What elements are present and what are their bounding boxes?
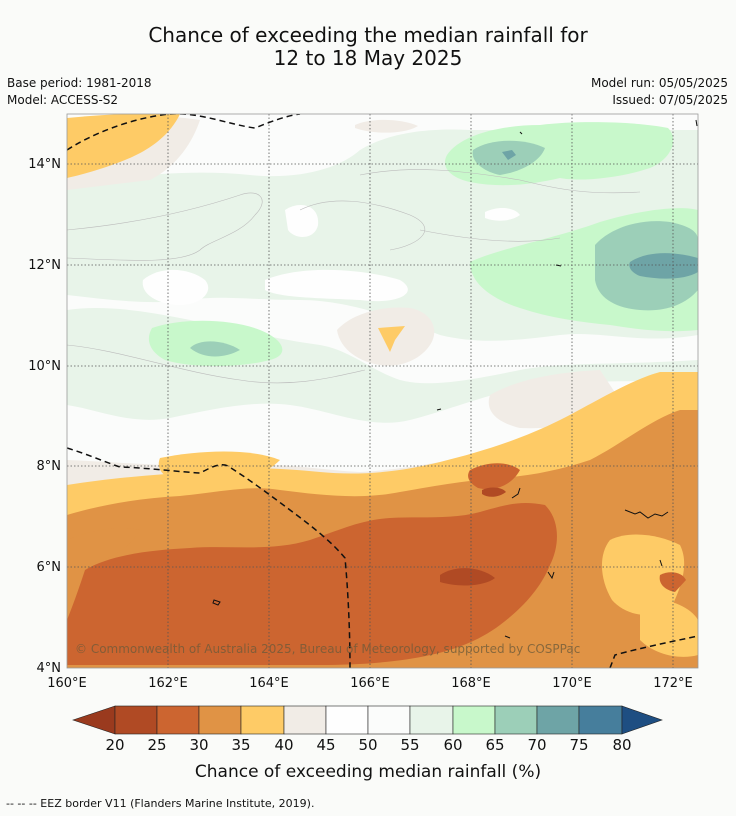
colorbar-segment — [367, 705, 411, 735]
colorbar-tick-label: 60 — [443, 736, 463, 754]
colorbar-segment — [494, 705, 538, 735]
region-70-75 — [629, 253, 698, 279]
map-field — [67, 114, 698, 668]
gridlines — [67, 114, 698, 668]
colorbar-segment — [578, 705, 623, 735]
colorbar-tick-label: 25 — [147, 736, 167, 754]
colorbar-tick-label: 80 — [612, 736, 632, 754]
colorbar-segment — [621, 705, 663, 735]
lon-label: 170°E — [552, 676, 592, 691]
colorbar-segment — [198, 705, 242, 735]
lat-label: 12°N — [28, 258, 61, 273]
colorbar-tick-label: 70 — [527, 736, 547, 754]
lat-label: 14°N — [28, 157, 61, 172]
lon-label: 166°E — [350, 676, 390, 691]
lon-label: 164°E — [249, 676, 289, 691]
contour-lines — [67, 169, 641, 384]
lat-label: 4°N — [37, 661, 62, 676]
lon-label: 162°E — [148, 676, 188, 691]
eez-border — [67, 114, 698, 668]
colorbar-tick-label: 45 — [316, 736, 336, 754]
model-label: Model: ACCESS-S2 — [7, 93, 119, 107]
region-25-30 — [67, 502, 557, 665]
chart-title-line1: Chance of exceeding the median rainfall … — [148, 23, 588, 47]
colorbar-tick-label: 75 — [569, 736, 589, 754]
colorbar-segment — [325, 705, 369, 735]
colorbar-tick-label: 30 — [189, 736, 209, 754]
colorbar-segment — [114, 705, 158, 735]
islands — [212, 119, 698, 639]
colorbar-segment — [283, 705, 327, 735]
model-run-label: Model run: 05/05/2025 — [590, 76, 728, 90]
lon-label: 160°E — [47, 676, 87, 691]
colorbar-segment — [156, 705, 200, 735]
colorbar-tick-label: 55 — [400, 736, 420, 754]
colorbar — [72, 705, 663, 735]
copyright-text: © Commonwealth of Australia 2025, Bureau… — [75, 642, 580, 656]
map-frame — [66, 113, 699, 669]
colorbar-tick-label: 40 — [274, 736, 294, 754]
lon-label: 168°E — [451, 676, 491, 691]
colorbar-segment — [240, 705, 285, 735]
region-65-70-west — [190, 341, 240, 357]
colorbar-segment — [536, 705, 580, 735]
colorbar-segment — [452, 705, 496, 735]
chart-title-line2: 12 to 18 May 2025 — [273, 46, 463, 70]
lat-label: 10°N — [28, 359, 61, 374]
lon-label: 172°E — [653, 676, 693, 691]
colorbar-tick-label: 35 — [231, 736, 251, 754]
lat-label: 8°N — [37, 459, 62, 474]
colorbar-tick-label: 20 — [105, 736, 125, 754]
colorbar-tick-label: 65 — [485, 736, 505, 754]
colorbar-segment — [72, 705, 116, 735]
colorbar-title: Chance of exceeding median rainfall (%) — [194, 762, 542, 782]
base-period-label: Base period: 1981-2018 — [7, 76, 152, 90]
lat-label: 6°N — [37, 560, 62, 575]
eez-footnote: -- -- -- EEZ border V11 (Flanders Marine… — [6, 797, 315, 810]
region-20-25 — [440, 568, 495, 586]
colorbar-tick-label: 50 — [358, 736, 378, 754]
colorbar-segment — [409, 705, 454, 735]
issued-label: Issued: 07/05/2025 — [612, 93, 728, 107]
